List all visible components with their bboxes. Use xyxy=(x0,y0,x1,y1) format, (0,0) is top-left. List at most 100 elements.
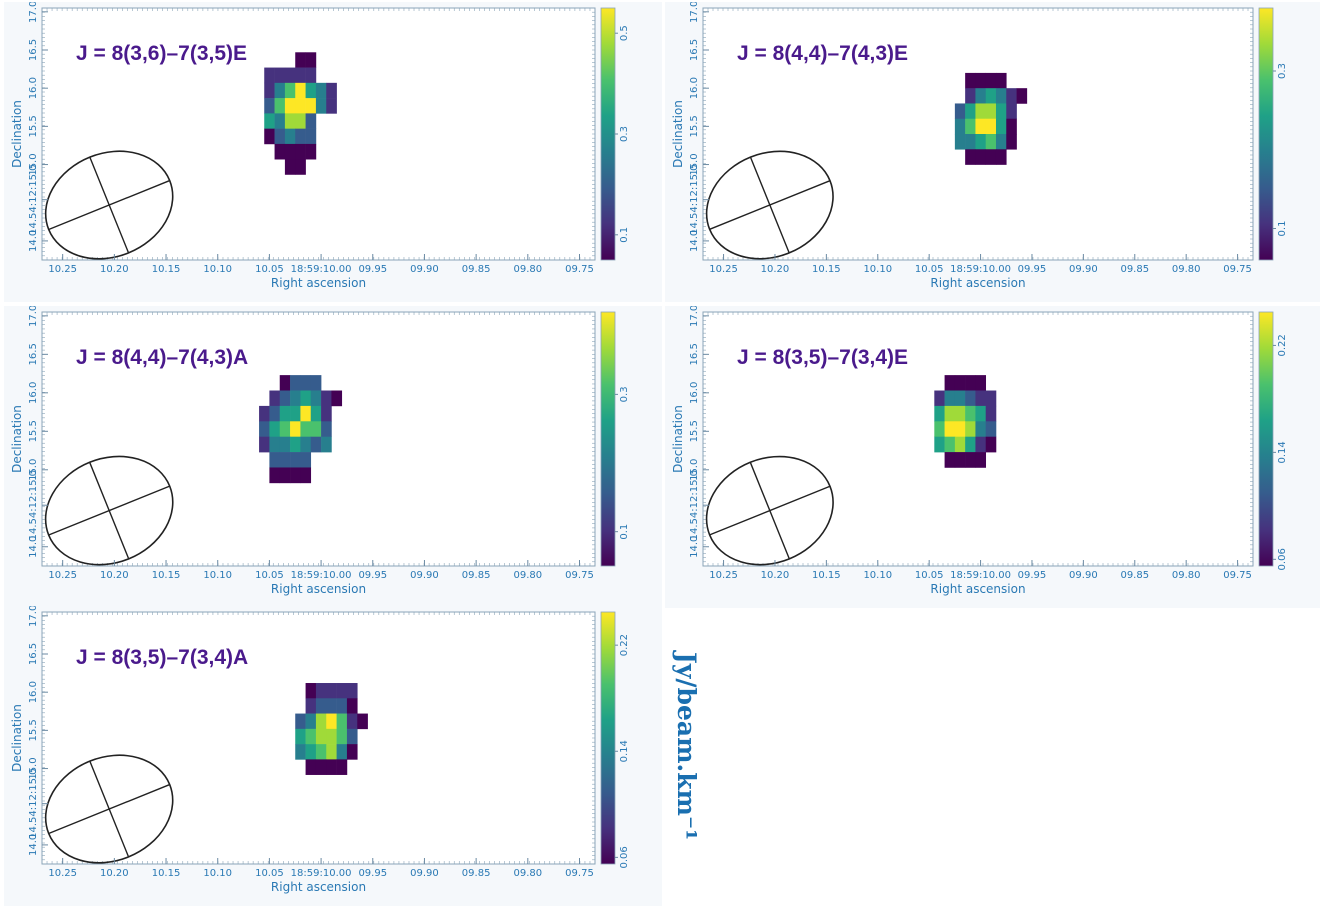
panel-title: J = 8(3,5)–7(3,4)A xyxy=(76,646,248,669)
heatmap-pixel xyxy=(336,713,348,730)
heatmap-pixel xyxy=(995,72,1007,89)
colorbar-tick-label: 0.3 xyxy=(1277,63,1288,79)
y-tick-label: 17.0 xyxy=(28,606,39,627)
x-tick-label: 09.75 xyxy=(565,868,594,879)
heatmap-pixel xyxy=(944,452,956,468)
beam-minor-axis xyxy=(89,462,130,560)
x-tick-label: 10.20 xyxy=(761,570,790,581)
x-tick-label: 10.20 xyxy=(761,264,790,275)
heatmap-pixel xyxy=(269,467,281,484)
heatmap-pixel xyxy=(305,82,317,99)
heatmap-pixel xyxy=(295,82,306,99)
colorbar xyxy=(1258,7,1274,261)
beam-minor-axis xyxy=(749,462,790,560)
colorbar-tick-label: 0.1 xyxy=(1277,221,1288,237)
heatmap-pixel xyxy=(346,713,358,730)
panel-5: J = 8(3,5)–7(3,4)A 10.25 10.20 10.15 10.10 10… xyxy=(4,606,662,906)
x-tick-label: 09.90 xyxy=(410,868,439,879)
y-tick-label: 14.0 xyxy=(689,230,700,252)
y-tick-label: 16.5 xyxy=(28,643,39,665)
heatmap-pixel xyxy=(975,103,987,120)
heatmap-pixel xyxy=(326,98,337,114)
panel-4: J = 8(3,5)–7(3,4)E 10.25 10.20 10.15 10.10 10… xyxy=(665,306,1320,608)
panel-title: J = 8(4,4)–7(4,3)E xyxy=(737,42,908,65)
heatmap-pixel xyxy=(975,390,987,407)
heatmap-pixel xyxy=(326,713,337,730)
heatmap-pixel xyxy=(985,103,997,120)
heatmap-pixel xyxy=(975,375,987,391)
y-tick-label: 17.0 xyxy=(689,306,700,327)
y-axis-label: Declination xyxy=(10,704,24,772)
heatmap-pixel xyxy=(944,436,956,453)
heatmap-pixel xyxy=(279,375,291,391)
colorbar-unit-text: Jy/beam.km⁻¹ xyxy=(672,650,701,840)
beam-ellipse xyxy=(44,754,174,864)
y-tick-label: 15.5 xyxy=(28,420,39,442)
heatmap-pixel xyxy=(321,421,332,437)
heatmap-pixel xyxy=(274,98,286,114)
heatmap-pixel xyxy=(336,759,348,775)
colorbar-tick-label: 0.1 xyxy=(619,227,630,243)
heatmap-pixel xyxy=(300,375,312,391)
x-tick-label: 09.75 xyxy=(1223,264,1252,275)
heatmap-pixel xyxy=(321,390,332,407)
colorbar xyxy=(600,7,616,261)
heatmap-pixel xyxy=(331,390,343,407)
y-tick-label: 16.0 xyxy=(689,382,700,404)
y-tick-label: 16.0 xyxy=(28,77,39,99)
heatmap-pixel xyxy=(965,390,976,407)
colorbar-tick-label: 0.1 xyxy=(619,524,630,540)
x-tick-label: 09.80 xyxy=(1172,264,1201,275)
y-tick-label: 16.5 xyxy=(28,343,39,365)
x-tick-label: 10.10 xyxy=(203,264,232,275)
heatmap-pixel xyxy=(305,713,317,730)
heatmap-pixel xyxy=(321,405,332,422)
y-axis-label: Declination xyxy=(671,405,685,473)
heatmap-pixel xyxy=(1006,103,1017,120)
heatmap-pixel xyxy=(954,405,966,422)
chart-panel-1: J = 8(3,6)–7(3,5)E 10.25 10.20 10.15 10.10 10… xyxy=(10,2,630,290)
x-tick-label: 09.95 xyxy=(358,868,387,879)
chart-panel-5: J = 8(3,5)–7(3,4)A 10.25 10.20 10.15 10.10 10… xyxy=(10,606,630,894)
heatmap-pixel xyxy=(326,82,337,99)
x-tick-label: 09.80 xyxy=(513,868,542,879)
y-tick-label: 14.0 xyxy=(28,230,39,252)
x-tick-label: 18:59:10.00 xyxy=(291,868,352,879)
heatmap-pixel xyxy=(300,390,312,407)
x-axis-label: Right ascension xyxy=(271,880,366,894)
heatmap-pixel xyxy=(336,698,348,714)
heatmap-pixel xyxy=(295,728,306,745)
chart-panel-2: J = 8(4,4)–7(4,3)E 10.25 10.20 10.15 10.10 10… xyxy=(671,2,1288,290)
heatmap-pixel xyxy=(934,436,945,453)
colorbar-tick-label: 0.14 xyxy=(619,740,630,762)
x-tick-label: 09.80 xyxy=(513,264,542,275)
heatmap-pixel xyxy=(944,375,956,391)
x-tick-label: 10.05 xyxy=(915,264,944,275)
heatmap-pixel xyxy=(259,421,270,437)
heatmap-pixel xyxy=(310,375,322,391)
y-tick-label: 15.5 xyxy=(28,719,39,741)
heatmap-pixel xyxy=(975,436,987,453)
y-tick-label: 15.0 xyxy=(28,757,39,779)
colorbar-tick-label: 0.22 xyxy=(619,634,630,656)
x-tick-label: 10.10 xyxy=(203,868,232,879)
heatmap-pixel xyxy=(305,52,317,68)
y-tick-label: 15.5 xyxy=(689,420,700,442)
heatmap-pixel xyxy=(975,405,987,422)
x-tick-label: 10.20 xyxy=(100,868,129,879)
heatmap-pixel xyxy=(954,375,966,391)
heatmap-pixel xyxy=(284,113,296,129)
heatmap-pixel xyxy=(274,67,286,84)
heatmap-pixel xyxy=(264,128,275,145)
heatmap-pixel xyxy=(315,728,327,745)
heatmap-pixel xyxy=(274,82,286,99)
x-tick-label: 09.95 xyxy=(358,570,387,581)
x-tick-label: 10.15 xyxy=(812,264,841,275)
heatmap-pixel xyxy=(326,698,337,714)
heatmap-pixel xyxy=(300,452,312,468)
heatmap-pixel xyxy=(965,436,976,453)
heatmap-pixel xyxy=(326,683,337,699)
heatmap-pixel xyxy=(305,98,317,114)
heatmap-pixel xyxy=(1006,134,1017,150)
heatmap-pixel xyxy=(975,118,987,135)
